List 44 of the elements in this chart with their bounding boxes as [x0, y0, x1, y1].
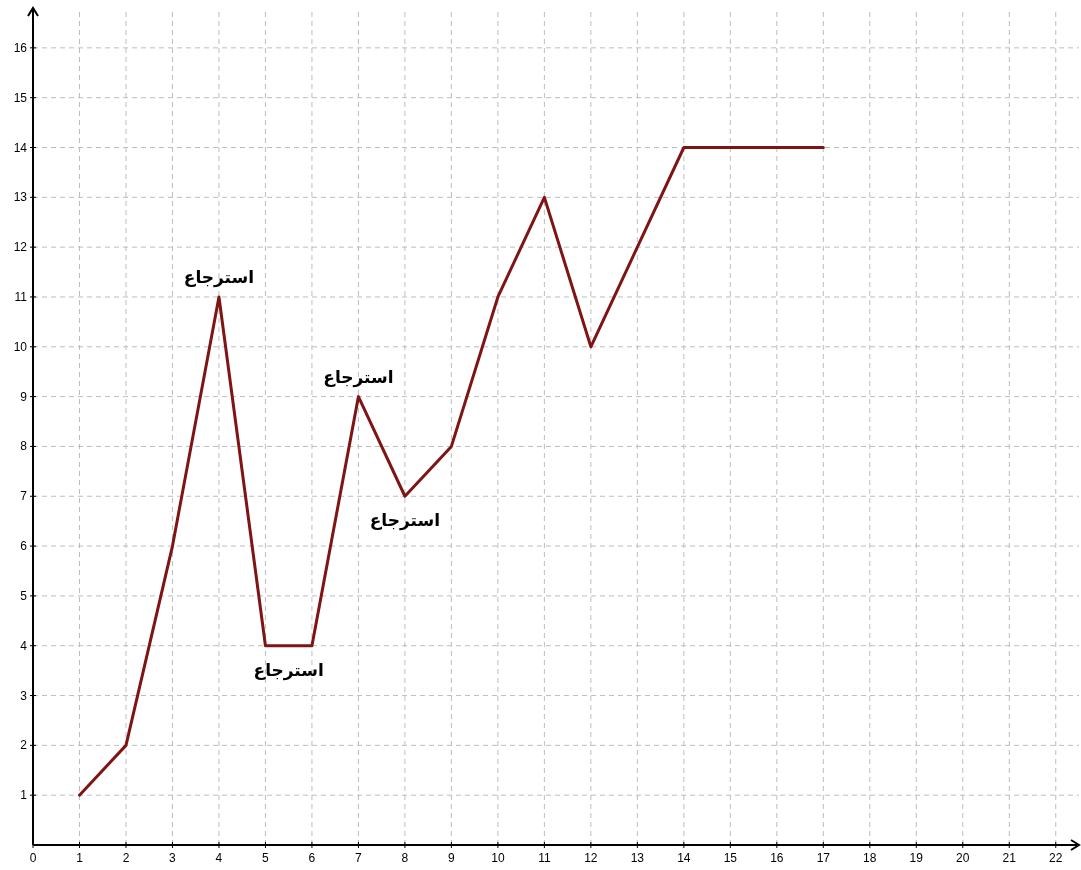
x-tick-label: 16: [770, 851, 784, 865]
y-tick-label: 4: [20, 638, 28, 653]
x-tick-label: 1: [76, 851, 84, 865]
x-tick-label: 3: [169, 851, 177, 865]
x-tick-label: 18: [863, 851, 877, 865]
x-tick-label: 8: [401, 851, 409, 865]
y-tick-label: 5: [20, 588, 28, 603]
annotation: استرجاع: [369, 510, 441, 532]
x-tick-label: 11: [538, 851, 551, 865]
y-tick-label: 6: [20, 539, 28, 554]
x-tick-label: 13: [630, 851, 645, 865]
line-series: [77, 146, 825, 797]
x-tick-label: 6: [308, 851, 316, 865]
annotation: استرجاع: [323, 366, 394, 388]
y-tick-label: 13: [13, 190, 28, 205]
x-tick-label: 12: [584, 851, 598, 865]
annotation: استرجاع: [253, 659, 324, 681]
x-tick-label: 5: [262, 851, 270, 865]
y-tick-label: 12: [13, 240, 28, 255]
x-tick-label: 19: [909, 851, 924, 865]
y-tick-label: 3: [20, 688, 28, 703]
y-tick-label: 11: [14, 289, 28, 304]
x-tick-label: 20: [956, 851, 970, 865]
annotation: استرجاع: [183, 266, 255, 288]
y-tick-label: 1: [20, 788, 28, 803]
x-tick-label: 17: [816, 851, 831, 865]
x-tick-label: 14: [677, 851, 691, 865]
x-tick-label: 9: [448, 851, 456, 865]
x-tick-label: 21: [1002, 851, 1017, 865]
y-tick-label: 9: [20, 389, 28, 404]
y-tick-label: 7: [20, 489, 28, 504]
x-tick-label: 4: [215, 851, 223, 865]
x-tick-label: 7: [355, 851, 363, 865]
y-tick-label: 16: [13, 40, 28, 55]
y-tick-label: 10: [13, 339, 28, 354]
y-tick-label: 8: [20, 439, 28, 454]
y-tick-label: 15: [13, 90, 28, 105]
y-tick-label: 2: [20, 738, 28, 753]
x-tick-label: 2: [122, 851, 130, 865]
x-tick-label: 10: [491, 851, 505, 865]
y-tick-label: 14: [13, 140, 28, 155]
x-tick-label: 22: [1049, 851, 1063, 865]
x-tick-label: 0: [29, 851, 37, 865]
x-tick-label: 15: [723, 851, 738, 865]
